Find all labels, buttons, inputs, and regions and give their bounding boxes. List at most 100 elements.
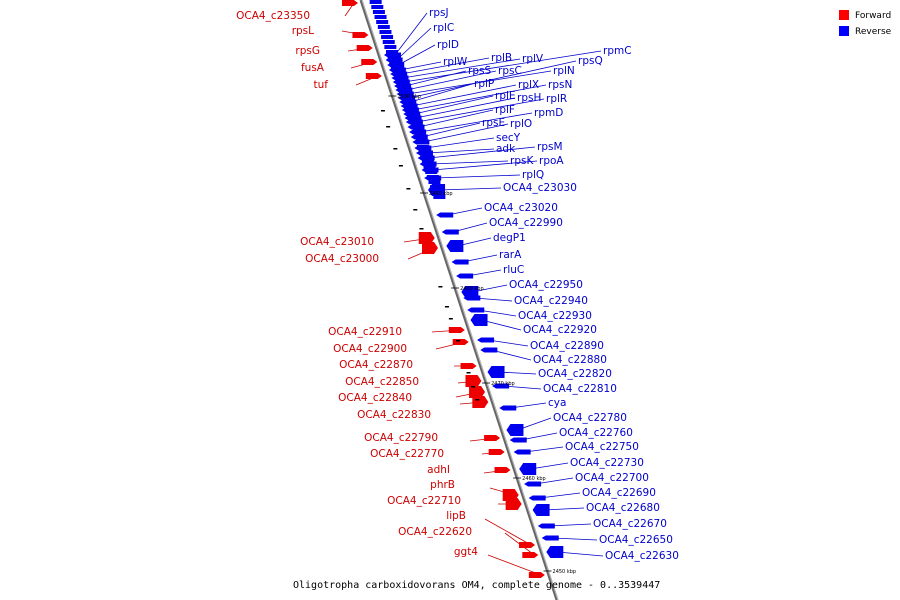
reverse-gene-block bbox=[426, 175, 439, 179]
reverse-gene-block bbox=[369, 0, 382, 4]
forward-gene-label: OCA4_c22830 bbox=[357, 409, 431, 421]
reverse-gene-leader bbox=[399, 61, 442, 71]
reverse-gene-leader bbox=[426, 148, 495, 154]
forward-gene-mark bbox=[469, 386, 486, 398]
reverse-gene-leader bbox=[503, 385, 542, 390]
reverse-gene-block bbox=[408, 120, 421, 124]
reverse-gene-block bbox=[430, 185, 443, 189]
minor-feature-mark bbox=[444, 306, 449, 308]
reverse-gene-block bbox=[381, 35, 394, 39]
reverse-gene-block bbox=[395, 80, 408, 84]
genome-axis bbox=[359, 0, 559, 600]
reverse-gene-block bbox=[371, 5, 384, 9]
reverse-gene-leader bbox=[414, 95, 494, 115]
reverse-gene-label: OCA4_c22950 bbox=[509, 279, 583, 291]
forward-gene-mark bbox=[528, 572, 545, 578]
reverse-gene-mark bbox=[513, 449, 531, 455]
tick-label: 2470 kbp bbox=[491, 381, 515, 387]
reverse-gene-label: cya bbox=[548, 397, 566, 409]
reverse-gene-block bbox=[385, 50, 398, 54]
reverse-gene-block bbox=[412, 130, 425, 134]
reverse-gene-block bbox=[372, 10, 385, 14]
forward-gene-label: OCA4_c22710 bbox=[387, 495, 461, 507]
reverse-gene-leader bbox=[491, 349, 532, 361]
reverse-gene-leader bbox=[474, 297, 513, 302]
reverse-gene-label: rpmD bbox=[534, 107, 563, 119]
reverse-gene-label: OCA4_c22680 bbox=[586, 502, 660, 514]
minor-feature-mark bbox=[386, 126, 391, 128]
forward-gene-label: tuf bbox=[314, 79, 329, 91]
reverse-gene-label: OCA4_c22760 bbox=[559, 427, 633, 439]
reverse-gene-block bbox=[377, 25, 390, 29]
reverse-gene-block bbox=[394, 75, 407, 79]
reverse-gene-leader bbox=[396, 27, 432, 61]
reverse-gene-mark bbox=[537, 523, 555, 529]
reverse-gene-leader bbox=[401, 57, 490, 75]
reverse-gene-leader bbox=[415, 97, 516, 119]
reverse-gene-leader bbox=[543, 507, 585, 511]
reverse-gene-label: OCA4_c22940 bbox=[514, 295, 588, 307]
reverse-gene-mark bbox=[528, 495, 546, 501]
genome-axis-highlight bbox=[361, 0, 559, 600]
reverse-gene-label: OCA4_c22780 bbox=[553, 412, 627, 424]
minor-feature-mark bbox=[413, 209, 418, 211]
minor-feature-mark bbox=[406, 188, 411, 190]
forward-gene-label: phrB bbox=[430, 479, 455, 491]
genome-caption: Oligotropha carboxidovorans OM4, complet… bbox=[293, 580, 660, 591]
forward-gene-label: OCA4_c22770 bbox=[370, 448, 444, 460]
forward-gene-label: ggt4 bbox=[454, 546, 478, 558]
reverse-gene-label: rplV bbox=[522, 53, 544, 65]
reverse-gene-label: rpsQ bbox=[578, 55, 603, 67]
minor-feature-mark bbox=[456, 340, 461, 342]
reverse-gene-block bbox=[428, 180, 441, 184]
reverse-gene-label: rpsK bbox=[510, 155, 534, 167]
forward-gene-mark bbox=[519, 542, 536, 548]
minor-feature-mark bbox=[393, 148, 398, 150]
reverse-gene-mark bbox=[451, 259, 469, 265]
reverse-gene-block bbox=[400, 95, 413, 99]
reverse-gene-label: rpsM bbox=[537, 141, 563, 153]
reverse-gene-block bbox=[410, 125, 423, 129]
reverse-gene-block bbox=[374, 15, 387, 19]
reverse-gene-leader bbox=[548, 523, 592, 527]
forward-gene-mark bbox=[448, 327, 465, 333]
reverse-gene-leader bbox=[418, 109, 494, 128]
reverse-gene-label: rplD bbox=[437, 39, 459, 51]
minor-feature-mark bbox=[466, 372, 471, 374]
forward-gene-mark bbox=[356, 45, 373, 51]
reverse-gene-label: rplW bbox=[443, 56, 468, 68]
forward-gene-label: rpsG bbox=[295, 45, 320, 57]
forward-gene-mark bbox=[418, 232, 435, 244]
reverse-gene-mark bbox=[509, 437, 527, 443]
forward-gene-mark bbox=[505, 498, 522, 510]
reverse-gene-mark bbox=[467, 307, 485, 313]
reverse-gene-leader bbox=[552, 537, 598, 541]
forward-gene-mark bbox=[365, 73, 382, 79]
reverse-gene-label: OCA4_c22670 bbox=[593, 518, 667, 530]
reverse-gene-leader bbox=[416, 98, 545, 123]
reverse-gene-label: rplQ bbox=[522, 169, 544, 181]
reverse-gene-label: degP1 bbox=[493, 232, 526, 244]
reverse-gene-leader bbox=[420, 112, 533, 133]
reverse-gene-leader bbox=[498, 371, 537, 375]
forward-gene-label: OCA4_c22790 bbox=[364, 432, 438, 444]
reverse-gene-leader bbox=[406, 70, 497, 91]
reverse-gene-label: rpsH bbox=[517, 92, 541, 104]
reverse-gene-block bbox=[413, 135, 426, 139]
forward-gene-label: OCA4_c23000 bbox=[305, 253, 379, 265]
reverse-gene-label: OCA4_c22920 bbox=[523, 324, 597, 336]
reverse-gene-block bbox=[420, 155, 433, 159]
tick-label: 2500 kbp bbox=[397, 94, 421, 100]
forward-gene-mark bbox=[361, 59, 378, 65]
tick-label: 2460 kbp bbox=[522, 476, 546, 482]
reverse-gene-leader bbox=[439, 187, 502, 191]
legend-reverse-label: Reverse bbox=[855, 27, 892, 37]
reverse-gene-block bbox=[379, 30, 392, 34]
reverse-gene-label: rplC bbox=[433, 22, 454, 34]
reverse-gene-block bbox=[431, 190, 444, 194]
reverse-gene-block bbox=[382, 40, 395, 44]
forward-gene-label: OCA4_c22910 bbox=[328, 326, 402, 338]
forward-gene-label: OCA4_c22620 bbox=[398, 526, 472, 538]
reverse-gene-leader bbox=[428, 146, 536, 159]
reverse-gene-block bbox=[399, 90, 412, 94]
